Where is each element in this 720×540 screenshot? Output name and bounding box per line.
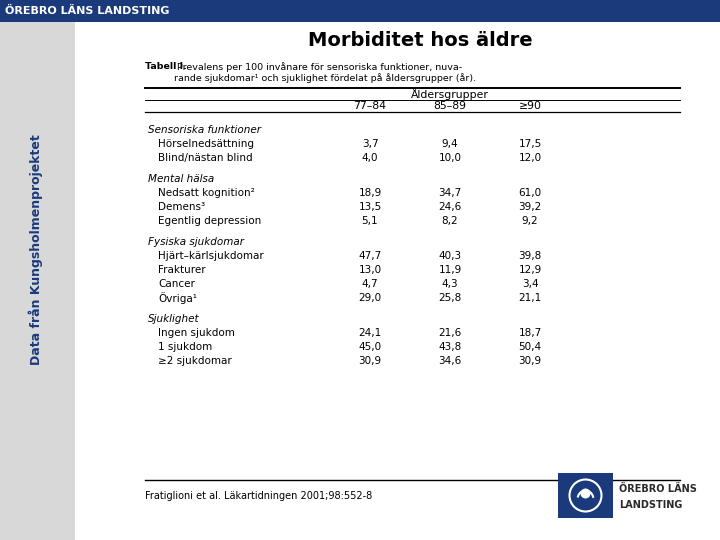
Text: Fysiska sjukdomar: Fysiska sjukdomar [148,237,244,247]
Text: Sjuklighet: Sjuklighet [148,314,199,324]
Text: 47,7: 47,7 [359,251,382,261]
Text: 10,0: 10,0 [438,153,462,163]
Text: 11,9: 11,9 [438,265,462,275]
Bar [0,0,720,22]
Text: Morbiditet hos äldre: Morbiditet hos äldre [307,30,532,50]
Text: 34,7: 34,7 [438,188,462,198]
Text: 39,8: 39,8 [518,251,541,261]
Text: Övriga¹: Övriga¹ [158,292,197,304]
Text: Blind/nästan blind: Blind/nästan blind [158,153,253,163]
Text: Hjärt–kärlsjukdomar: Hjärt–kärlsjukdomar [158,251,264,261]
Text: Hörselnedsättning: Hörselnedsättning [158,139,254,149]
Text: 25,8: 25,8 [438,293,462,303]
Text: 24,1: 24,1 [359,328,382,338]
Text: 3,7: 3,7 [361,139,378,149]
Text: 21,1: 21,1 [518,293,541,303]
Text: 77–84: 77–84 [354,101,387,111]
Text: 12,0: 12,0 [518,153,541,163]
Text: 29,0: 29,0 [359,293,382,303]
Text: 1 sjukdom: 1 sjukdom [158,342,212,352]
Text: Demens³: Demens³ [158,202,205,212]
Text: 18,9: 18,9 [359,188,382,198]
Text: 45,0: 45,0 [359,342,382,352]
Text: Egentlig depression: Egentlig depression [158,216,261,226]
Text: Frakturer: Frakturer [158,265,206,275]
Text: Åldersgrupper: Åldersgrupper [411,88,489,100]
Text: 34,6: 34,6 [438,356,462,366]
Text: 8,2: 8,2 [441,216,459,226]
Text: 61,0: 61,0 [518,188,541,198]
Text: 30,9: 30,9 [359,356,382,366]
Text: ÖREBRO LÄNS: ÖREBRO LÄNS [619,484,697,494]
Text: 12,9: 12,9 [518,265,541,275]
Text: 21,6: 21,6 [438,328,462,338]
Text: 30,9: 30,9 [518,356,541,366]
Text: 85–89: 85–89 [433,101,467,111]
Text: 50,4: 50,4 [518,342,541,352]
Text: 5,1: 5,1 [361,216,378,226]
Text: 39,2: 39,2 [518,202,541,212]
Text: 4,0: 4,0 [361,153,378,163]
Text: Data från Kungsholmenprojektet: Data från Kungsholmenprojektet [28,134,42,366]
Text: 40,3: 40,3 [438,251,462,261]
Text: LANDSTING: LANDSTING [619,500,683,510]
Text: ≥2 sjukdomar: ≥2 sjukdomar [158,356,232,366]
Text: ÖREBRO LÄNS LANDSTING: ÖREBRO LÄNS LANDSTING [5,6,169,16]
Text: 17,5: 17,5 [518,139,541,149]
Text: Nedsatt kognition²: Nedsatt kognition² [158,188,255,198]
Text: Prevalens per 100 invånare för sensoriska funktioner, nuva-
rande sjukdomar¹ och: Prevalens per 100 invånare för sensorisk… [174,62,476,83]
Text: ≥90: ≥90 [518,101,541,111]
Text: Sensoriska funktioner: Sensoriska funktioner [148,125,261,135]
Text: Fratiglioni et al. Läkartidningen 2001;98:552-8: Fratiglioni et al. Läkartidningen 2001;9… [145,491,372,501]
Text: 43,8: 43,8 [438,342,462,352]
Text: 3,4: 3,4 [522,279,539,289]
Text: 13,5: 13,5 [359,202,382,212]
Text: 24,6: 24,6 [438,202,462,212]
Bar [558,473,613,518]
Text: Cancer: Cancer [158,279,195,289]
Bar [75,22,720,540]
Text: Tabell I.: Tabell I. [145,62,187,71]
Text: 18,7: 18,7 [518,328,541,338]
Circle shape [580,489,590,498]
Text: 13,0: 13,0 [359,265,382,275]
Text: 4,3: 4,3 [441,279,459,289]
Text: 9,4: 9,4 [441,139,459,149]
Text: 9,2: 9,2 [522,216,539,226]
Text: Ingen sjukdom: Ingen sjukdom [158,328,235,338]
Text: 4,7: 4,7 [361,279,378,289]
Text: Mental hälsa: Mental hälsa [148,174,215,184]
